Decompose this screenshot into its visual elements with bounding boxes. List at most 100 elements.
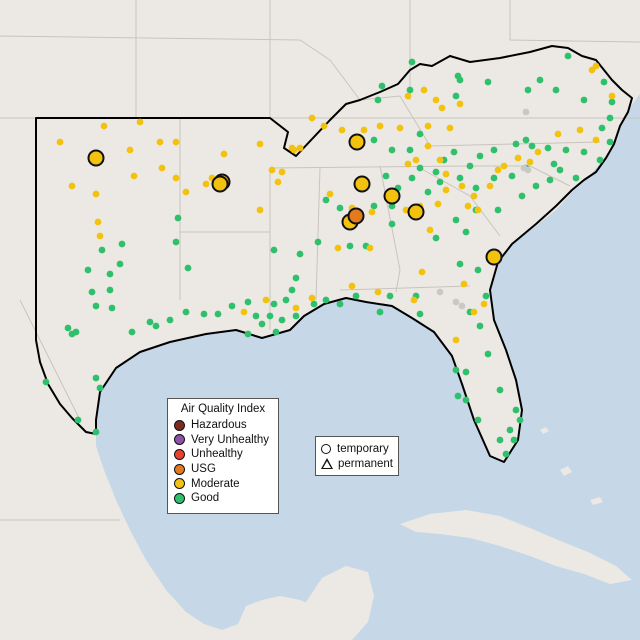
monitor-site[interactable] [452, 336, 460, 344]
monitor-site[interactable] [526, 158, 534, 166]
monitor-site[interactable] [572, 174, 580, 182]
monitor-site[interactable] [436, 156, 444, 164]
monitor-site[interactable] [580, 148, 588, 156]
monitor-site[interactable] [182, 308, 190, 316]
monitor-site[interactable] [172, 138, 180, 146]
monitor-site[interactable] [396, 124, 404, 132]
monitor-site[interactable] [270, 246, 278, 254]
monitor-site[interactable] [470, 308, 478, 316]
monitor-site[interactable] [270, 300, 278, 308]
monitor-site[interactable] [378, 82, 386, 90]
monitor-site[interactable] [556, 166, 564, 174]
monitor-site[interactable] [550, 160, 558, 168]
monitor-site[interactable] [292, 274, 300, 282]
monitor-site[interactable] [592, 136, 600, 144]
monitor-site[interactable] [486, 182, 494, 190]
monitor-site[interactable] [296, 144, 304, 152]
monitor-site[interactable] [562, 146, 570, 154]
monitor-site[interactable] [388, 220, 396, 228]
temporary-monitor-site[interactable] [347, 207, 365, 225]
monitor-site[interactable] [470, 192, 478, 200]
monitor-site[interactable] [184, 264, 192, 272]
monitor-site[interactable] [288, 286, 296, 294]
monitor-site[interactable] [484, 78, 492, 86]
monitor-site[interactable] [346, 242, 354, 250]
monitor-site[interactable] [98, 246, 106, 254]
monitor-site[interactable] [426, 226, 434, 234]
monitor-site[interactable] [404, 92, 412, 100]
monitor-site[interactable] [268, 166, 276, 174]
monitor-site[interactable] [480, 300, 488, 308]
monitor-site[interactable] [462, 368, 470, 376]
monitor-site[interactable] [282, 296, 290, 304]
monitor-site[interactable] [596, 156, 604, 164]
monitor-site[interactable] [522, 108, 530, 116]
monitor-site[interactable] [256, 140, 264, 148]
monitor-site[interactable] [424, 122, 432, 130]
monitor-site[interactable] [266, 312, 274, 320]
monitor-site[interactable] [338, 126, 346, 134]
monitor-site[interactable] [462, 228, 470, 236]
monitor-site[interactable] [524, 86, 532, 94]
monitor-site[interactable] [146, 318, 154, 326]
monitor-site[interactable] [536, 76, 544, 84]
monitor-site[interactable] [158, 164, 166, 172]
monitor-site[interactable] [494, 166, 502, 174]
monitor-site[interactable] [456, 260, 464, 268]
monitor-site[interactable] [258, 320, 266, 328]
monitor-site[interactable] [166, 316, 174, 324]
monitor-site[interactable] [108, 304, 116, 312]
monitor-site[interactable] [42, 378, 50, 386]
monitor-site[interactable] [326, 190, 334, 198]
monitor-site[interactable] [322, 296, 330, 304]
monitor-site[interactable] [432, 96, 440, 104]
monitor-site[interactable] [116, 260, 124, 268]
monitor-site[interactable] [452, 298, 460, 306]
monitor-site[interactable] [376, 308, 384, 316]
monitor-site[interactable] [290, 146, 298, 154]
monitor-site[interactable] [172, 238, 180, 246]
monitor-site[interactable] [72, 328, 80, 336]
monitor-site[interactable] [454, 392, 462, 400]
monitor-site[interactable] [172, 174, 180, 182]
monitor-site[interactable] [256, 206, 264, 214]
monitor-site[interactable] [416, 164, 424, 172]
monitor-site[interactable] [424, 142, 432, 150]
monitor-site[interactable] [368, 208, 376, 216]
monitor-site[interactable] [442, 170, 450, 178]
monitor-site[interactable] [456, 76, 464, 84]
monitor-site[interactable] [308, 294, 316, 302]
temporary-monitor-site[interactable] [485, 248, 503, 266]
monitor-site[interactable] [502, 450, 510, 458]
monitor-site[interactable] [174, 214, 182, 222]
monitor-site[interactable] [512, 406, 520, 414]
monitor-site[interactable] [528, 142, 536, 150]
monitor-site[interactable] [202, 180, 210, 188]
temporary-monitor-site[interactable] [348, 133, 366, 151]
monitor-site[interactable] [446, 124, 454, 132]
monitor-site[interactable] [580, 96, 588, 104]
monitor-site[interactable] [418, 268, 426, 276]
monitor-site[interactable] [476, 322, 484, 330]
temporary-monitor-site[interactable] [353, 175, 371, 193]
monitor-site[interactable] [334, 244, 342, 252]
monitor-site[interactable] [452, 216, 460, 224]
monitor-site[interactable] [64, 324, 72, 332]
monitor-site[interactable] [500, 162, 508, 170]
monitor-site[interactable] [292, 304, 300, 312]
monitor-site[interactable] [464, 202, 472, 210]
monitor-site[interactable] [462, 396, 470, 404]
monitor-site[interactable] [92, 190, 100, 198]
monitor-site[interactable] [534, 148, 542, 156]
monitor-site[interactable] [452, 92, 460, 100]
monitor-site[interactable] [348, 282, 356, 290]
monitor-site[interactable] [100, 122, 108, 130]
monitor-site[interactable] [292, 312, 300, 320]
monitor-site[interactable] [314, 238, 322, 246]
monitor-site[interactable] [244, 298, 252, 306]
monitor-site[interactable] [490, 174, 498, 182]
monitor-site[interactable] [94, 218, 102, 226]
monitor-site[interactable] [156, 138, 164, 146]
monitor-site[interactable] [496, 436, 504, 444]
monitor-site[interactable] [532, 182, 540, 190]
